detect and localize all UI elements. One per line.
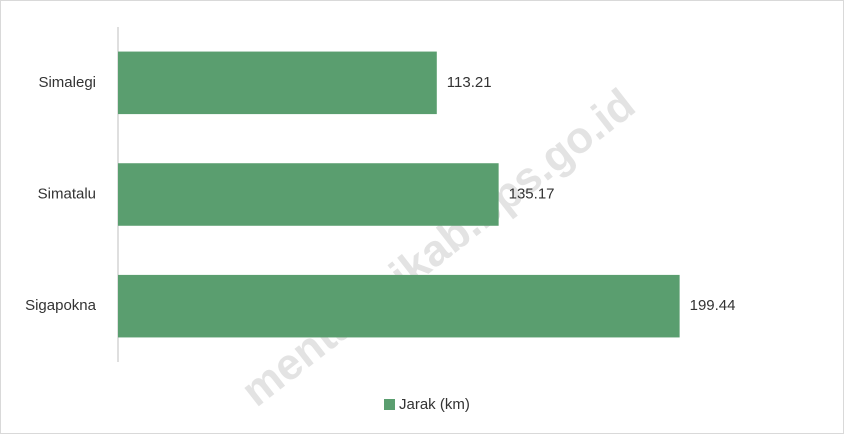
legend-swatch: [384, 399, 395, 410]
data-label: 199.44: [690, 297, 736, 314]
legend-label: Jarak (km): [399, 396, 470, 413]
bar: [118, 51, 437, 115]
data-label: 135.17: [509, 185, 555, 202]
y-tick-label: Sigapokna: [25, 297, 97, 314]
y-tick-label: Simatalu: [38, 185, 96, 202]
y-tick-label: Simalegi: [38, 74, 96, 91]
data-label: 113.21: [447, 74, 492, 91]
bar: [118, 274, 680, 338]
bar: [118, 163, 499, 226]
